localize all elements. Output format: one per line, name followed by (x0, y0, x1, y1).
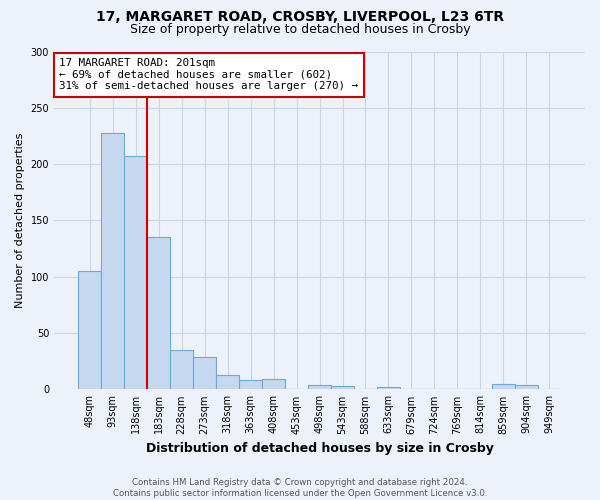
Text: Size of property relative to detached houses in Crosby: Size of property relative to detached ho… (130, 22, 470, 36)
Bar (262, 380, 285, 390)
Bar (377, 387, 400, 390)
Text: Contains HM Land Registry data © Crown copyright and database right 2024.
Contai: Contains HM Land Registry data © Crown c… (113, 478, 487, 498)
Text: 17 MARGARET ROAD: 201sqm
← 69% of detached houses are smaller (602)
31% of semi-: 17 MARGARET ROAD: 201sqm ← 69% of detach… (59, 58, 358, 92)
Bar (331, 386, 354, 390)
Bar (515, 385, 538, 390)
Bar (216, 375, 239, 390)
Bar (124, 156, 147, 390)
Bar (147, 238, 170, 390)
Y-axis label: Number of detached properties: Number of detached properties (15, 133, 25, 308)
Bar (492, 384, 515, 390)
Bar (239, 380, 262, 390)
Bar (308, 385, 331, 390)
Bar (193, 357, 216, 390)
X-axis label: Distribution of detached houses by size in Crosby: Distribution of detached houses by size … (146, 442, 493, 455)
Bar (170, 350, 193, 390)
Bar (78, 271, 101, 390)
Bar (101, 132, 124, 390)
Text: 17, MARGARET ROAD, CROSBY, LIVERPOOL, L23 6TR: 17, MARGARET ROAD, CROSBY, LIVERPOOL, L2… (96, 10, 504, 24)
